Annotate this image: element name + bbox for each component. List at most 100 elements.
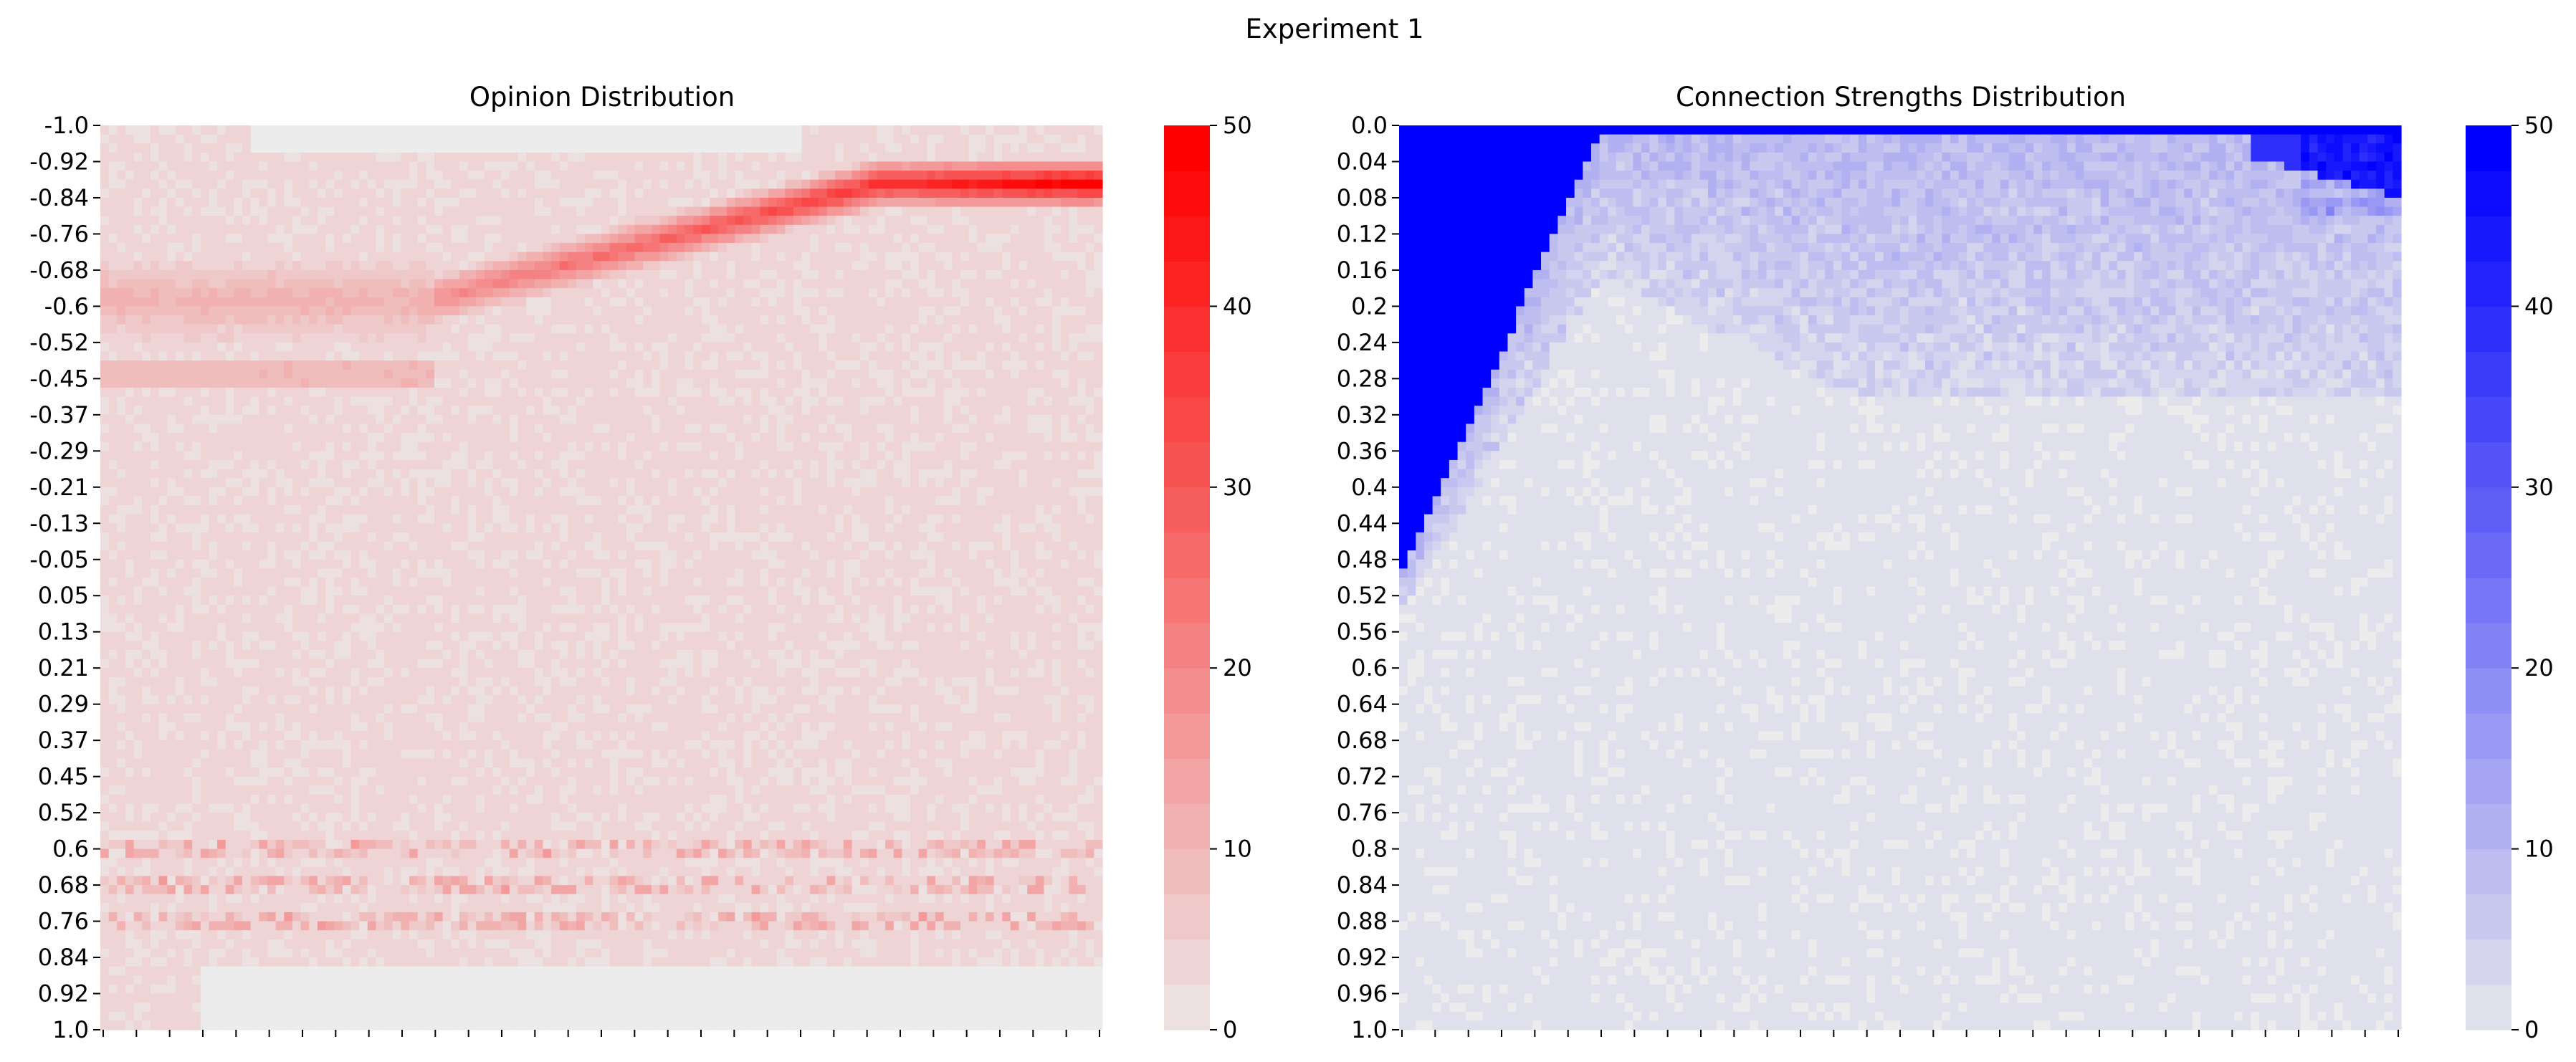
heatmap-cell <box>267 269 277 280</box>
heatmap-cell <box>868 433 878 443</box>
heatmap-cell <box>1060 459 1069 470</box>
heatmap-cell <box>893 478 902 488</box>
heatmap-cell <box>309 297 318 307</box>
heatmap-cell <box>459 369 469 379</box>
heatmap-cell <box>292 234 302 244</box>
heatmap-cell <box>250 342 259 353</box>
heatmap-cell <box>484 351 494 361</box>
heatmap-cell <box>1044 125 1053 135</box>
heatmap-cell <box>726 152 735 163</box>
heatmap-cell <box>676 261 686 271</box>
heatmap-cell <box>417 216 426 226</box>
heatmap-cell <box>785 261 794 271</box>
heatmap-cell <box>826 478 836 488</box>
heatmap-cell <box>659 269 669 280</box>
heatmap-cell <box>651 351 661 361</box>
heatmap-cell <box>1019 387 1028 398</box>
heatmap-cell <box>267 161 277 171</box>
heatmap-cell <box>376 224 385 235</box>
heatmap-cell <box>1094 288 1103 298</box>
heatmap-cell <box>643 487 652 497</box>
heatmap-cell <box>952 424 961 434</box>
heatmap-cell <box>517 179 527 189</box>
heatmap-cell <box>250 378 259 388</box>
heatmap-cell <box>292 279 302 289</box>
heatmap-cell <box>710 134 719 144</box>
heatmap-cell <box>785 252 794 262</box>
heatmap-cell <box>1035 324 1045 334</box>
heatmap-cell <box>668 288 677 298</box>
heatmap-cell <box>517 424 527 434</box>
heatmap-cell <box>367 414 377 425</box>
heatmap-cell <box>484 342 494 353</box>
heatmap-cell <box>108 152 118 163</box>
heatmap-cell <box>1060 351 1069 361</box>
heatmap-cell <box>835 306 844 316</box>
heatmap-cell <box>225 459 234 470</box>
heatmap-cell <box>768 288 778 298</box>
heatmap-cell <box>701 351 711 361</box>
heatmap-cell <box>701 414 711 425</box>
heatmap-cell <box>484 315 494 325</box>
heatmap-cell <box>977 134 986 144</box>
heatmap-cell <box>401 369 410 379</box>
heatmap-cell <box>534 216 544 226</box>
heatmap-cell <box>192 197 201 208</box>
heatmap-cell <box>100 324 110 334</box>
heatmap-cell <box>993 279 1003 289</box>
heatmap-cell <box>1035 279 1045 289</box>
heatmap-cell <box>200 406 210 416</box>
heatmap-cell <box>801 324 811 334</box>
heatmap-cell <box>317 487 327 497</box>
heatmap-cell <box>1027 406 1036 416</box>
heatmap-cell <box>150 315 160 325</box>
heatmap-cell <box>576 152 586 163</box>
heatmap-cell <box>309 369 318 379</box>
heatmap-cell <box>1002 406 1011 416</box>
heatmap-cell <box>893 297 902 307</box>
heatmap-cell <box>810 288 819 298</box>
heatmap-cell <box>434 179 444 189</box>
heatmap-cell <box>259 469 268 479</box>
heatmap-cell <box>885 152 895 163</box>
heatmap-cell <box>785 387 794 398</box>
heatmap-cell <box>142 179 151 189</box>
heatmap-cell <box>359 171 368 181</box>
heatmap-cell <box>701 279 711 289</box>
heatmap-cell <box>284 424 293 434</box>
heatmap-cell <box>952 406 961 416</box>
heatmap-cell <box>943 206 953 216</box>
heatmap-cell <box>267 369 277 379</box>
heatmap-cell <box>100 188 110 198</box>
heatmap-cell <box>501 152 510 163</box>
heatmap-cell <box>785 441 794 451</box>
heatmap-cell <box>459 297 469 307</box>
heatmap-cell <box>367 279 377 289</box>
heatmap-cell <box>659 387 669 398</box>
heatmap-cell <box>835 478 844 488</box>
heatmap-cell <box>350 243 360 253</box>
heatmap-cell <box>225 143 234 153</box>
heatmap-cell <box>225 414 234 425</box>
heatmap-cell <box>417 487 426 497</box>
heatmap-cell <box>743 234 753 244</box>
heatmap-cell <box>259 279 268 289</box>
heatmap-cell <box>877 206 886 216</box>
heatmap-cell <box>726 161 735 171</box>
heatmap-cell <box>192 279 201 289</box>
heatmap-cell <box>209 306 218 316</box>
heatmap-cell <box>234 387 243 398</box>
heatmap-cell <box>743 414 753 425</box>
heatmap-cell <box>300 424 310 434</box>
heatmap-cell <box>968 288 978 298</box>
heatmap-cell <box>1002 279 1011 289</box>
heatmap-cell <box>175 252 185 262</box>
heatmap-cell <box>568 424 577 434</box>
heatmap-cell <box>676 269 686 280</box>
heatmap-cell <box>918 261 927 271</box>
heatmap-cell <box>350 433 360 443</box>
heatmap-cell <box>158 487 168 497</box>
heatmap-cell <box>292 478 302 488</box>
heatmap-cell <box>801 369 811 379</box>
heatmap-cell <box>551 441 560 451</box>
